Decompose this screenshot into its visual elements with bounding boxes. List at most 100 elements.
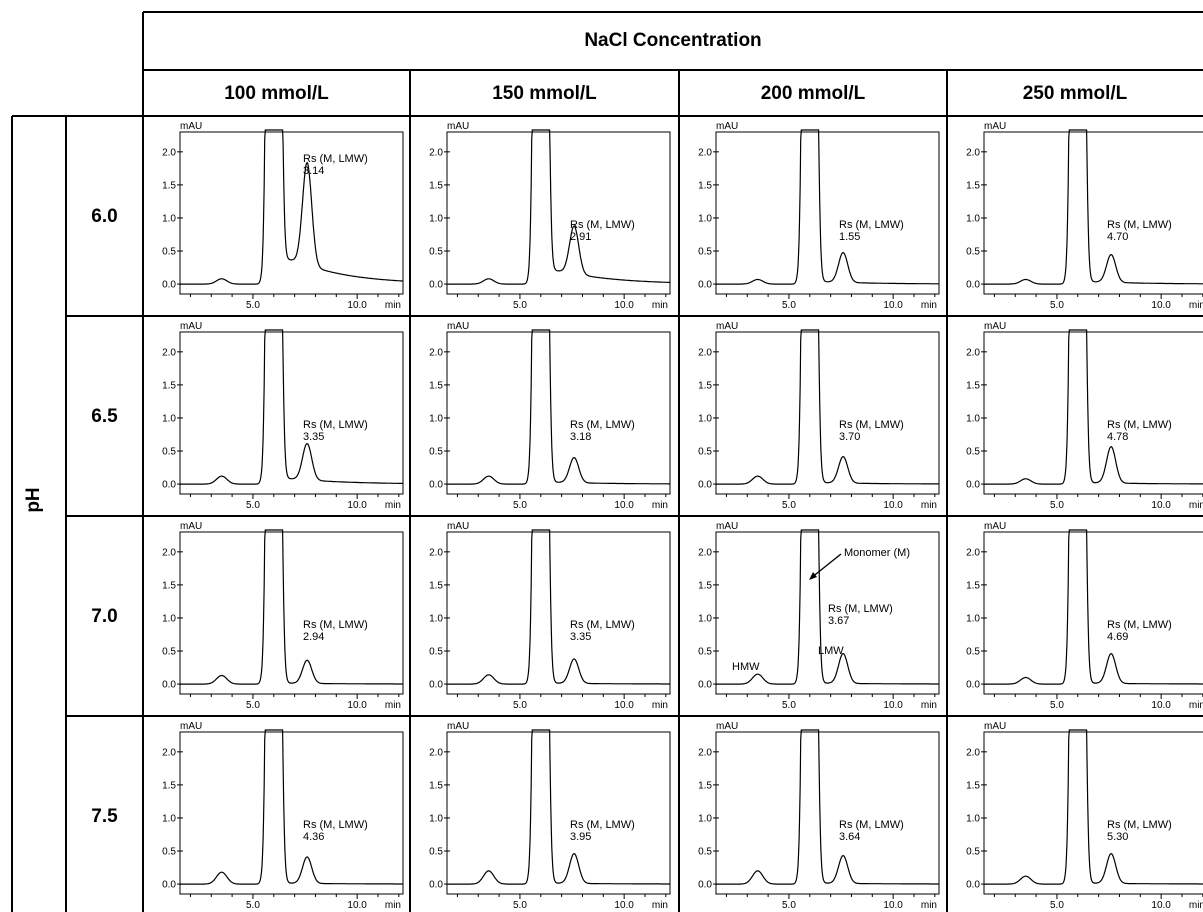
y-tick-label: 0.5 (966, 847, 980, 858)
plot-frame (983, 331, 1203, 495)
y-tick-label: 1.5 (429, 780, 443, 791)
y-tick-label: 1.0 (698, 813, 712, 824)
y-tick-label: 2.0 (162, 547, 176, 558)
rs-label: Rs (M, LMW) (570, 819, 635, 831)
x-tick-label: 5.0 (513, 500, 527, 511)
x-axis-unit: min (1189, 900, 1203, 911)
plot-frame (983, 131, 1203, 295)
chromatogram-panel: mAU 0.0 0.5 1.0 1.5 2.0 5.0 10.0 min Rs (M, LMW)4… (966, 521, 1203, 711)
y-tick-label: 1.5 (162, 380, 176, 391)
y-tick-label: 2.0 (698, 547, 712, 558)
chromatogram-trace (716, 129, 939, 285)
chromatogram-trace (180, 729, 403, 885)
y-tick-label: 1.0 (162, 213, 176, 224)
y-axis-label: mAU (984, 321, 1006, 332)
y-axis-label: mAU (180, 721, 202, 732)
y-tick-label: 1.5 (966, 180, 980, 191)
hmw-annotation: HMW (732, 661, 760, 673)
x-tick-label: 10.0 (1151, 500, 1171, 511)
y-tick-label: 1.0 (698, 413, 712, 424)
y-tick-label: 1.5 (429, 580, 443, 591)
rs-value: 4.78 (1107, 431, 1128, 443)
chromatogram-trace (180, 129, 403, 285)
y-tick-label: 0.0 (429, 880, 443, 891)
x-tick-label: 5.0 (782, 900, 796, 911)
y-tick-label: 1.5 (162, 580, 176, 591)
y-tick-label: 1.0 (966, 413, 980, 424)
chromatogram-trace (180, 329, 403, 485)
y-tick-label: 1.5 (698, 380, 712, 391)
x-tick-label: 10.0 (883, 700, 903, 711)
x-tick-label: 5.0 (1050, 300, 1064, 311)
y-tick-label: 2.0 (966, 347, 980, 358)
rs-value: 3.35 (570, 631, 591, 643)
plot-frame (446, 731, 671, 895)
plot-frame (715, 131, 940, 295)
y-tick-label: 0.5 (698, 847, 712, 858)
chromatogram-trace (984, 329, 1203, 485)
ph-axis-label: pH (23, 487, 44, 513)
chromatogram-trace (984, 729, 1203, 885)
rs-value: 2.94 (303, 631, 324, 643)
chromatogram-panel: mAU 0.0 0.5 1.0 1.5 2.0 5.0 10.0 min Rs (M, LMW)3… (698, 321, 940, 511)
monomer-arrow (810, 553, 842, 579)
nacl-header: NaCl Concentration (584, 30, 762, 51)
x-tick-label: 5.0 (1050, 900, 1064, 911)
y-tick-label: 1.0 (429, 213, 443, 224)
rs-value: 3.35 (303, 431, 324, 443)
rs-value: 4.70 (1107, 231, 1128, 243)
y-tick-label: 1.0 (162, 413, 176, 424)
plot-frame (715, 531, 940, 695)
y-tick-label: 0.0 (698, 280, 712, 291)
y-tick-label: 2.0 (429, 347, 443, 358)
x-tick-label: 5.0 (513, 700, 527, 711)
rs-label: Rs (M, LMW) (1107, 219, 1172, 231)
x-tick-label: 10.0 (347, 900, 367, 911)
x-tick-label: 5.0 (782, 300, 796, 311)
row-label-ph-7-0: 7.0 (91, 606, 118, 627)
y-tick-label: 0.0 (162, 880, 176, 891)
y-tick-label: 1.5 (162, 180, 176, 191)
y-axis-label: mAU (180, 121, 202, 132)
x-tick-label: 10.0 (347, 700, 367, 711)
rs-value: 3.14 (303, 165, 324, 177)
chromatogram-trace (716, 729, 939, 885)
y-tick-label: 0.0 (966, 280, 980, 291)
y-tick-label: 0.0 (162, 480, 176, 491)
y-tick-label: 0.5 (162, 847, 176, 858)
y-tick-label: 0.5 (162, 247, 176, 258)
y-tick-label: 0.5 (698, 447, 712, 458)
x-axis-unit: min (1189, 500, 1203, 511)
chromatogram-panel: mAU 0.0 0.5 1.0 1.5 2.0 5.0 10.0 min Rs (M, LMW)5… (966, 721, 1203, 911)
x-axis-unit: min (1189, 300, 1203, 311)
y-axis-label: mAU (716, 521, 738, 532)
x-tick-label: 10.0 (1151, 900, 1171, 911)
y-tick-label: 0.5 (162, 447, 176, 458)
y-axis-label: mAU (180, 321, 202, 332)
plot-frame (179, 731, 404, 895)
chromatogram-trace (447, 729, 670, 885)
x-axis-unit: min (652, 500, 668, 511)
y-axis-label: mAU (447, 121, 469, 132)
chromatogram-panel: mAU 0.0 0.5 1.0 1.5 2.0 5.0 10.0 min Rs (M, LMW)3… (162, 121, 404, 311)
row-label-ph-6-5: 6.5 (91, 406, 118, 427)
x-axis-unit: min (385, 500, 401, 511)
rs-value: 3.64 (839, 831, 860, 843)
y-tick-label: 0.5 (966, 247, 980, 258)
y-tick-label: 1.0 (698, 213, 712, 224)
chromatogram-panel: mAU 0.0 0.5 1.0 1.5 2.0 5.0 10.0 min Rs (M, LMW)4… (966, 121, 1203, 311)
plot-frame (446, 531, 671, 695)
x-tick-label: 5.0 (246, 500, 260, 511)
x-tick-label: 5.0 (1050, 700, 1064, 711)
rs-label: Rs (M, LMW) (303, 619, 368, 631)
y-tick-label: 1.0 (429, 413, 443, 424)
y-tick-label: 0.5 (966, 447, 980, 458)
x-tick-label: 5.0 (246, 300, 260, 311)
y-tick-label: 0.0 (698, 880, 712, 891)
y-tick-label: 0.0 (698, 480, 712, 491)
x-tick-label: 10.0 (347, 300, 367, 311)
x-tick-label: 10.0 (1151, 700, 1171, 711)
column-label-250: 250 mmol/L (1022, 83, 1128, 104)
rs-label: Rs (M, LMW) (828, 603, 893, 615)
